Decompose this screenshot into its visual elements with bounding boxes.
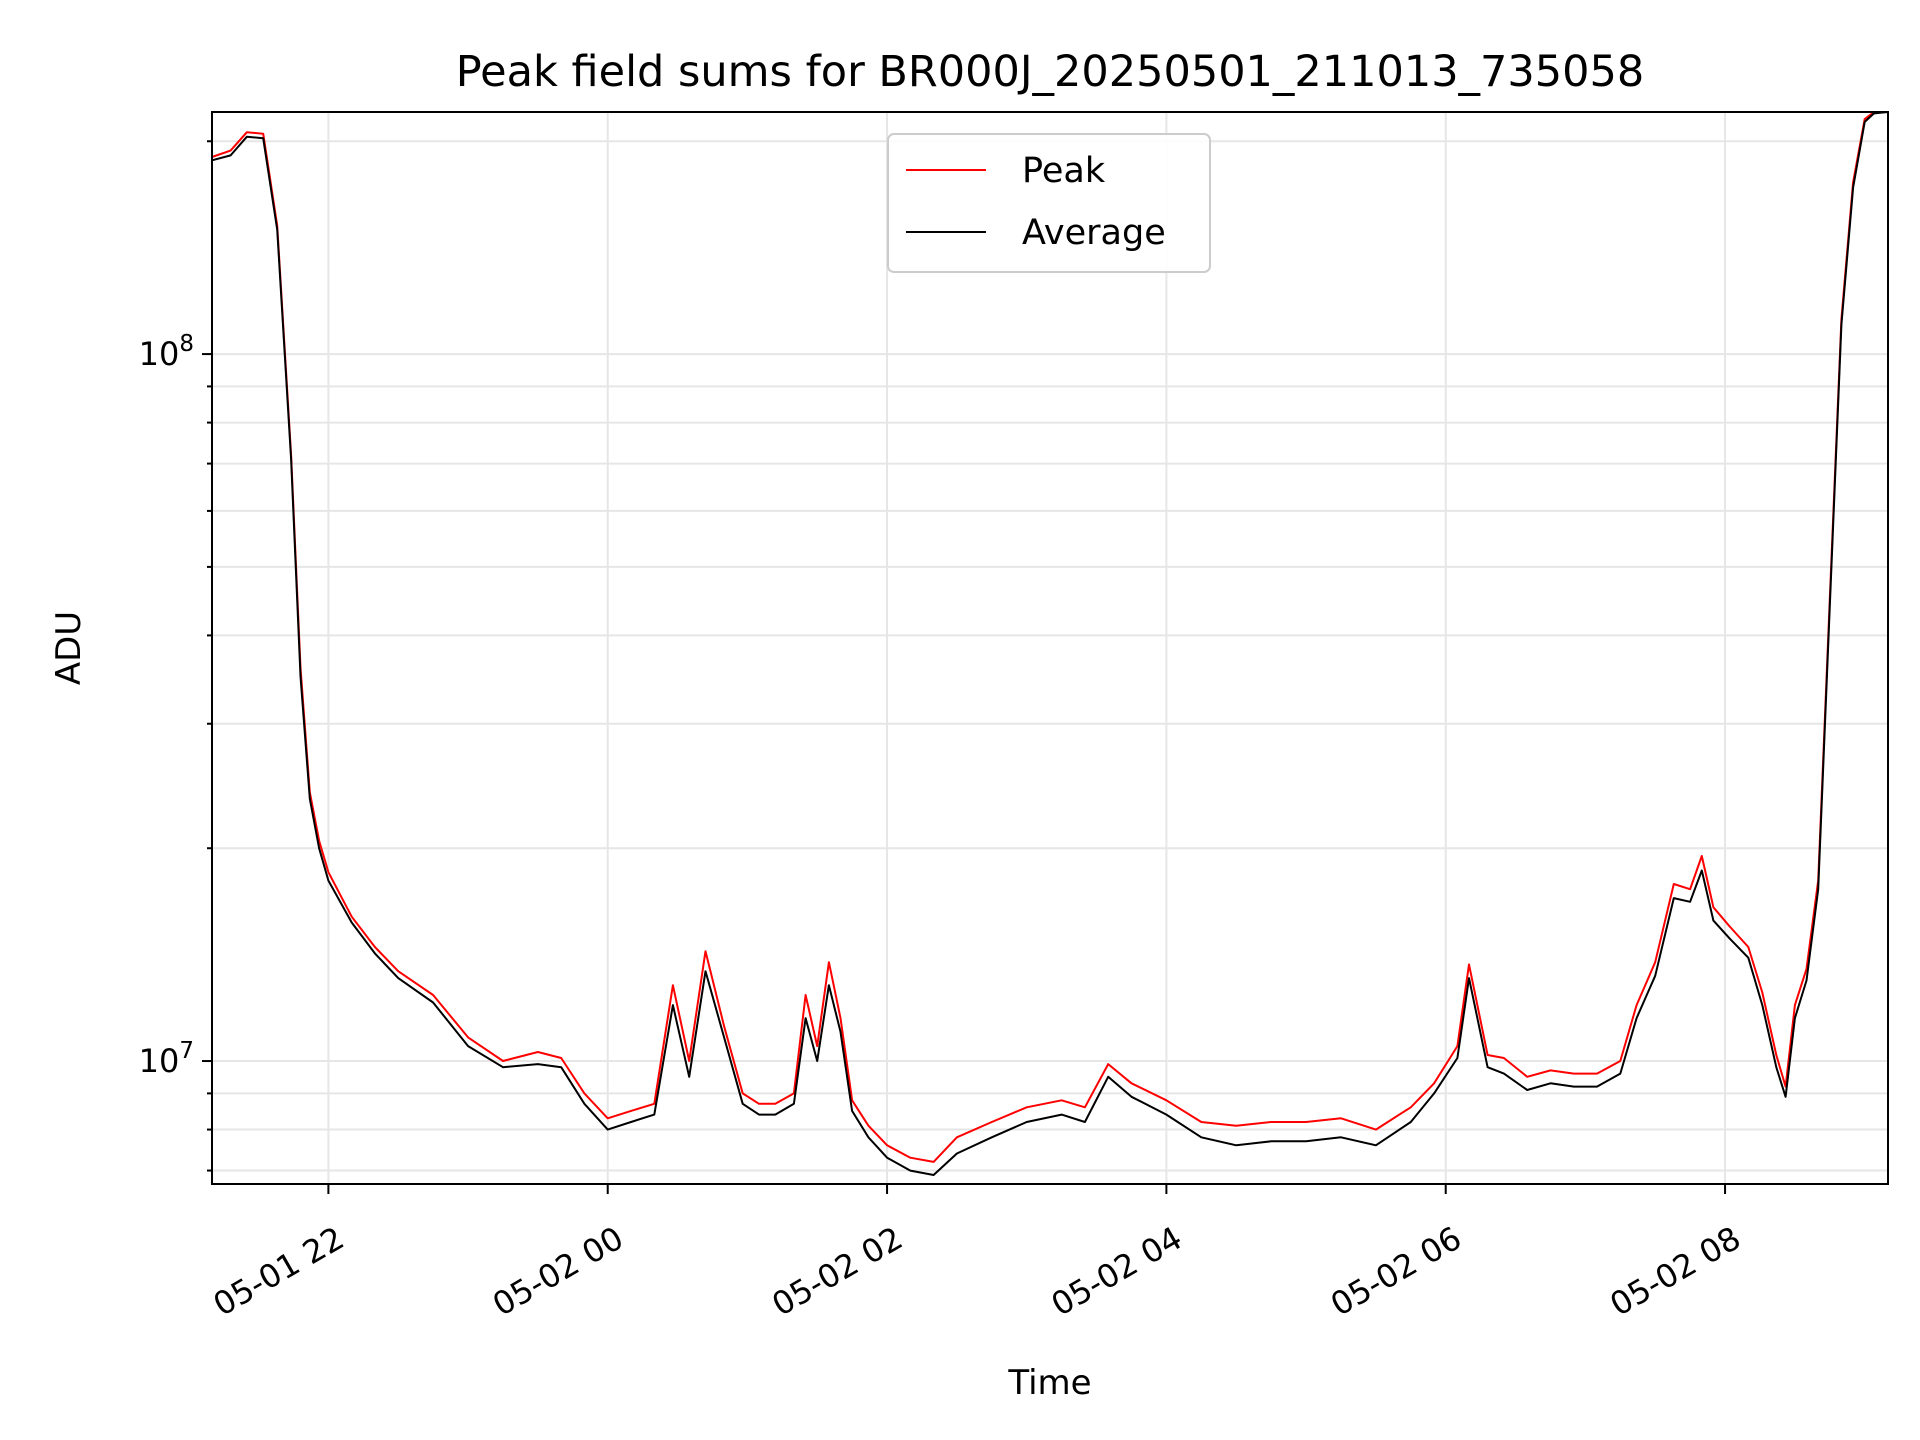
chart-title: Peak field sums for BR000J_20250501_2110… [456,47,1644,97]
series-line-peak [211,111,1888,1163]
x-tick-label: 05-02 00 [486,1219,630,1324]
x-axis-label: Time [1007,1363,1091,1403]
grid-lines [212,112,1888,1184]
y-tick-label-base: 10 [139,1042,180,1080]
x-axis: 05-01 22 05-02 00 05-02 02 05-02 04 05-02 06… [207,1184,1747,1324]
y-tick-label-base: 10 [139,335,180,373]
legend-label-peak: Peak [1022,151,1106,191]
x-tick-label: 05-01 22 [207,1219,351,1324]
y-tick-label: 107 [139,1038,194,1080]
x-tick-label: 05-02 06 [1324,1219,1468,1324]
series-line-average [211,111,1889,1176]
x-tick-label: 05-02 08 [1603,1219,1747,1324]
plot-frame [211,111,1889,1185]
y-tick-label: 108 [139,331,194,373]
y-tick-label-exponent: 8 [179,331,194,357]
y-axis-label: ADU [49,611,89,685]
legend-label-average: Average [1022,213,1166,253]
plot-series [211,111,1889,1176]
y-tick-label-exponent: 7 [179,1038,194,1064]
x-tick-label: 05-02 04 [1045,1219,1189,1324]
x-tick-label: 05-02 02 [765,1219,909,1324]
legend: Peak Average [887,133,1211,273]
legend-box [887,133,1211,273]
